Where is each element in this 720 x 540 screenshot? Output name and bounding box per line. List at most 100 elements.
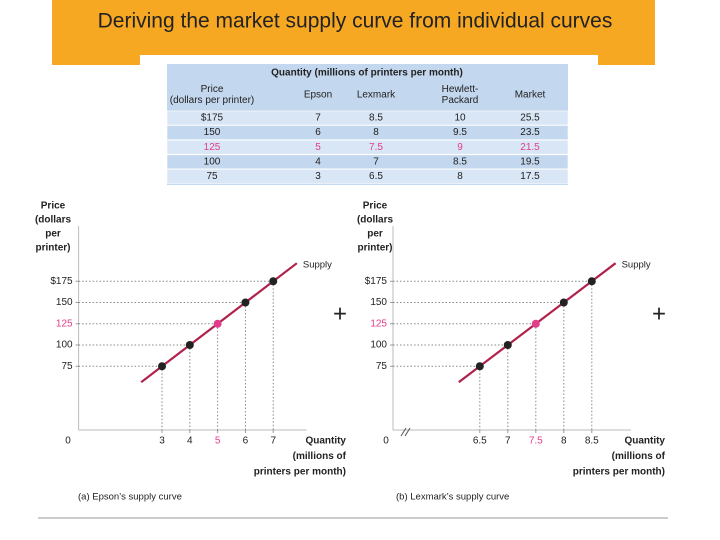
data-point xyxy=(269,277,278,286)
x-axis-label: printers per month) xyxy=(573,467,665,478)
column-header: Price xyxy=(201,84,224,95)
table-caption: Quantity (millions of printers per month… xyxy=(271,68,463,79)
table-row xyxy=(166,169,569,184)
x-axis-label: Quantity xyxy=(305,436,346,447)
y-tick-label: 125 xyxy=(370,318,387,329)
x-tick-label: 6.5 xyxy=(473,436,487,447)
x-tick-label: 6 xyxy=(243,436,249,447)
data-point xyxy=(587,277,596,286)
table-cell: 3 xyxy=(315,171,321,182)
plus-sign: + xyxy=(333,300,347,327)
slide-title: Deriving the market supply curve from in… xyxy=(98,10,613,33)
x-tick-label: 8 xyxy=(561,436,567,447)
table-cell: 9.5 xyxy=(453,127,467,138)
y-tick-label: $175 xyxy=(365,276,388,287)
column-header: Lexmark xyxy=(357,90,396,101)
charts: Price (dollars per printer) Quantity (million… xyxy=(35,201,666,503)
table-cell: 10 xyxy=(454,113,466,124)
column-header: (dollars per printer) xyxy=(170,95,254,106)
y-axis-label: (dollars xyxy=(357,215,394,226)
column-header: Packard xyxy=(442,95,479,106)
data-point xyxy=(559,298,568,307)
table-cell: 150 xyxy=(204,127,221,138)
title-bar xyxy=(52,0,655,65)
x-tick-label: 7.5 xyxy=(529,436,543,447)
y-tick-label: 75 xyxy=(376,361,388,372)
table-cell: 8 xyxy=(373,127,379,138)
table-cell: 8.5 xyxy=(369,113,383,124)
supply-line-extension xyxy=(272,262,298,283)
table-cell: 25.5 xyxy=(520,113,540,124)
data-point xyxy=(213,319,222,328)
y-tick-label: $175 xyxy=(50,276,73,287)
y-axis-label: printer) xyxy=(36,243,71,254)
table-cell: $175 xyxy=(201,113,224,124)
y-tick-label: 150 xyxy=(56,297,73,308)
table-row xyxy=(166,125,569,140)
axis-break xyxy=(400,427,407,437)
x-tick-label: 7 xyxy=(270,436,276,447)
data-point xyxy=(475,362,484,371)
column-header: Hewlett- xyxy=(442,84,479,95)
data-point xyxy=(241,298,250,307)
x-tick-label: 4 xyxy=(187,436,193,447)
table-cell: 8 xyxy=(457,171,463,182)
x-tick-label: 8.5 xyxy=(585,436,599,447)
table-row xyxy=(166,139,569,155)
x-axis-label: Quantity xyxy=(624,436,665,447)
series-label: Supply xyxy=(622,260,651,271)
chart-caption: (a) Epson’s supply curve xyxy=(78,492,182,503)
table-cell: 7 xyxy=(373,156,379,167)
data-point xyxy=(158,362,167,371)
chart-caption: (b) Lexmark’s supply curve xyxy=(396,492,509,503)
supply-line-extension xyxy=(458,365,481,384)
table-cell: 4 xyxy=(315,156,321,167)
y-axis-label: per xyxy=(45,229,61,240)
table-cell: 5 xyxy=(315,142,321,153)
series-label: Supply xyxy=(303,260,332,271)
y-tick-label: 100 xyxy=(56,340,73,351)
data-point xyxy=(531,319,540,328)
x-tick-label: 3 xyxy=(159,436,165,447)
x-axis-label: (millions of xyxy=(293,451,347,462)
origin-label: 0 xyxy=(383,436,389,447)
table-cell: 8.5 xyxy=(453,156,467,167)
column-header: Market xyxy=(515,90,546,101)
x-axis-label: printers per month) xyxy=(254,467,346,478)
x-tick-label: 7 xyxy=(505,436,511,447)
table-cell: 19.5 xyxy=(520,156,540,167)
table-cell: 125 xyxy=(204,142,221,153)
y-axis-label: per xyxy=(367,229,383,240)
data-point xyxy=(503,341,512,349)
y-tick-label: 75 xyxy=(61,361,73,372)
axis-break xyxy=(404,427,411,437)
table-row xyxy=(166,110,569,126)
table-cell: 6 xyxy=(315,127,321,138)
y-axis-label: Price xyxy=(363,201,388,212)
x-tick-label: 5 xyxy=(215,436,221,447)
origin-label: 0 xyxy=(65,436,71,447)
table-cell: 100 xyxy=(204,156,221,167)
table: Quantity (millions of printers per month… xyxy=(166,64,569,185)
table-cell: 9 xyxy=(457,142,463,153)
supply-line-extension xyxy=(591,262,617,283)
x-axis-label: (millions of xyxy=(612,451,666,462)
y-tick-label: 100 xyxy=(370,340,387,351)
supply-line-extension xyxy=(140,365,163,384)
y-axis-label: printer) xyxy=(358,243,393,254)
y-tick-label: 125 xyxy=(56,318,73,329)
column-header: Epson xyxy=(304,90,332,101)
y-axis-label: (dollars xyxy=(35,215,72,226)
table-row xyxy=(166,154,569,170)
table-cell: 21.5 xyxy=(520,142,540,153)
plus-sign: + xyxy=(652,300,666,327)
y-axis-label: Price xyxy=(41,201,66,212)
y-tick-label: 150 xyxy=(370,297,387,308)
table-cell: 75 xyxy=(206,171,218,182)
table-cell: 17.5 xyxy=(520,171,540,182)
data-point xyxy=(185,341,194,349)
table-cell: 23.5 xyxy=(520,127,540,138)
table-cell: 7 xyxy=(315,113,321,124)
